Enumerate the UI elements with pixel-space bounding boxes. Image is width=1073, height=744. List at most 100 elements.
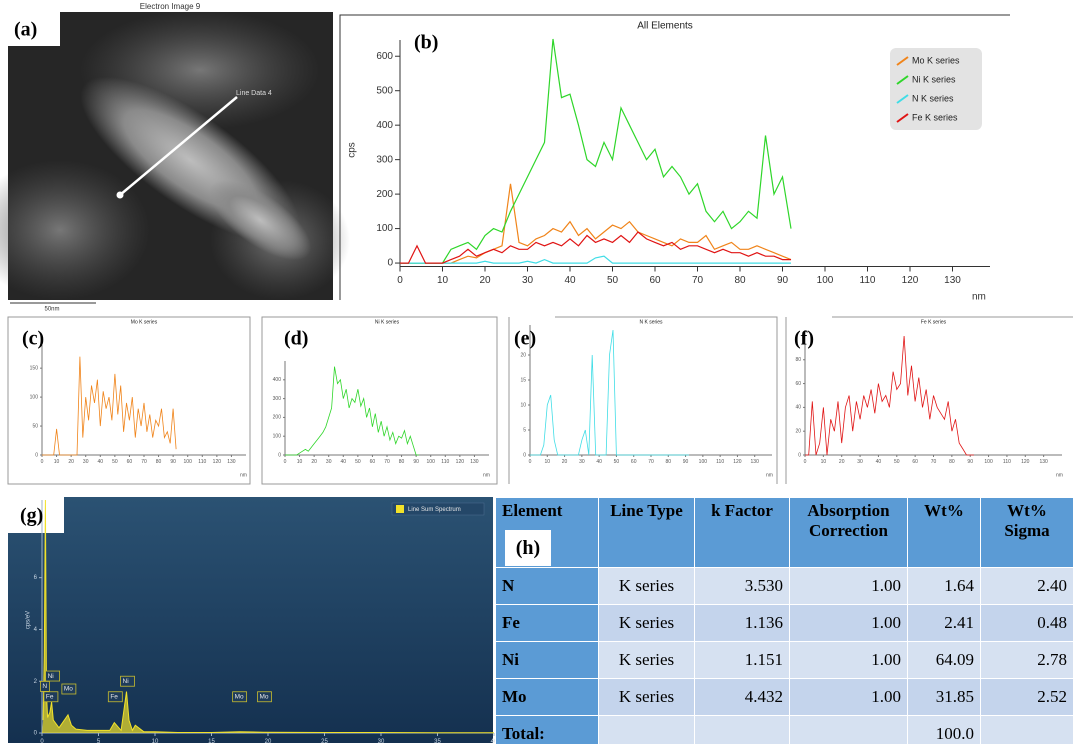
y-tick-label: 400	[376, 120, 393, 131]
x-tick-label: 30	[83, 459, 89, 465]
x-tick-label: 0	[284, 459, 287, 465]
data-line	[42, 357, 176, 455]
x-tick-label: 10	[437, 275, 449, 286]
spectrum-background	[8, 497, 493, 743]
x-tick-label: 40	[98, 459, 104, 465]
y-tick-label: 400	[273, 377, 282, 383]
table-cell	[981, 716, 1073, 744]
table-cell	[599, 716, 695, 744]
y-tick-label: 5	[523, 427, 526, 433]
x-tick-label: 15	[208, 739, 215, 744]
peak-label: N	[42, 683, 47, 690]
page: Line Data 4 Electron Image 9 50nm (a) 0 1…	[0, 0, 1073, 744]
x-tick-label: 120	[733, 459, 742, 465]
x-tick-label: 90	[170, 459, 176, 465]
x-tick-label: 70	[648, 459, 654, 465]
x-tick-label: 30	[326, 459, 332, 465]
legend-swatch	[396, 505, 404, 513]
legend-label: N K series	[912, 93, 954, 103]
x-tick-label: 10	[545, 459, 551, 465]
legend-label: Fe K series	[912, 112, 958, 122]
y-tick-label: 20	[795, 429, 801, 435]
y-axis-label: cps	[347, 142, 358, 158]
y-tick-label: 0	[387, 258, 393, 269]
y-tick-label: 200	[376, 189, 393, 200]
y-axis-label: cps/eV	[26, 611, 32, 629]
panel-label: (b)	[414, 32, 438, 54]
data-line	[530, 330, 689, 455]
table-cell: 1.64	[908, 568, 981, 605]
x-tick-label: 120	[1021, 459, 1030, 465]
frame	[786, 317, 1073, 484]
table-cell: Line Type	[599, 498, 695, 568]
panel-label: (c)	[22, 328, 44, 350]
x-tick-label: 20	[265, 739, 272, 744]
x-tick-label: 0	[41, 459, 44, 465]
x-tick-label: 80	[734, 275, 746, 286]
peak-label: Fe	[46, 693, 54, 700]
x-tick-label: 100	[427, 459, 436, 465]
x-tick-label: 10	[54, 459, 60, 465]
x-tick-label: 110	[716, 459, 724, 465]
x-axis-label: nm	[483, 472, 490, 478]
electron-image: Line Data 4 Electron Image 9 50nm (a)	[0, 2, 350, 312]
table-cell: 1.00	[790, 605, 908, 642]
x-tick-label: 60	[631, 459, 637, 465]
x-tick-label: 100	[184, 459, 193, 465]
panel-label: (h)	[505, 530, 551, 566]
x-tick-label: 130	[1039, 459, 1048, 465]
table-cell: 3.530	[695, 568, 790, 605]
y-tick-label: 40	[795, 405, 801, 411]
y-tick-label: 300	[376, 154, 393, 165]
panel-label: (g)	[20, 505, 43, 527]
y-tick-label: 50	[32, 423, 38, 429]
x-tick-label: 70	[141, 459, 147, 465]
x-tick-label: 80	[949, 459, 955, 465]
image-title: Electron Image 9	[140, 2, 201, 11]
table-cell: Ni	[496, 642, 599, 679]
x-tick-label: 40	[341, 459, 347, 465]
legend-label: Mo K series	[912, 55, 960, 65]
x-axis-label: nm	[240, 472, 247, 478]
x-tick-label: 60	[912, 459, 918, 465]
table-cell: K series	[599, 679, 695, 716]
y-tick-label: 0	[278, 452, 281, 458]
table-cell	[695, 716, 790, 744]
table-cell: 0.48	[981, 605, 1073, 642]
table-cell: 64.09	[908, 642, 981, 679]
chart-title: Fe K series	[921, 319, 947, 325]
x-axis-label: nm	[1056, 472, 1063, 478]
table-cell: 1.00	[790, 642, 908, 679]
x-tick-label: 35	[434, 739, 441, 744]
x-tick-label: 130	[751, 459, 760, 465]
x-tick-label: 40	[876, 459, 882, 465]
table-cell: Total:	[496, 716, 599, 744]
peak-label: Ni	[48, 673, 54, 680]
x-tick-label: 50	[607, 275, 619, 286]
x-tick-label: 120	[213, 459, 222, 465]
table-cell: 1.151	[695, 642, 790, 679]
table-container: ElementLine Typek FactorAbsorption Corre…	[495, 497, 1073, 744]
table-cell: Absorption Correction	[790, 498, 908, 568]
x-tick-label: 100	[817, 275, 834, 286]
x-tick-label: 110	[441, 459, 449, 465]
y-tick-label: 0	[523, 452, 526, 458]
x-tick-label: 40	[596, 459, 602, 465]
y-tick-label: 150	[30, 365, 39, 371]
x-tick-label: 50	[894, 459, 900, 465]
y-tick-label: 100	[30, 394, 39, 400]
x-tick-label: 50	[112, 459, 118, 465]
x-tick-label: 40	[564, 275, 576, 286]
x-tick-label: 30	[579, 459, 585, 465]
table-cell: 2.40	[981, 568, 1073, 605]
legend-label: Line Sum Spectrum	[408, 507, 461, 513]
table-cell: 1.00	[790, 568, 908, 605]
table-cell: Fe	[496, 605, 599, 642]
y-tick-label: 0	[35, 452, 38, 458]
x-tick-label: 70	[384, 459, 390, 465]
y-tick-label: 200	[273, 415, 282, 421]
x-tick-label: 90	[413, 459, 419, 465]
table-cell: K series	[599, 568, 695, 605]
x-axis-label: nm	[972, 292, 986, 303]
